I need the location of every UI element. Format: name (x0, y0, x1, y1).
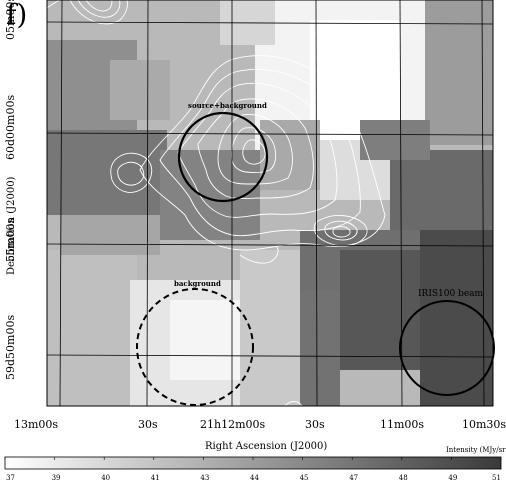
x-tick-label: 30s (138, 418, 158, 431)
panel-label: f) (6, 0, 28, 31)
colorbar-title: Intensity (MJy/sr) (446, 446, 506, 454)
colorbar-tick-label: 44 (250, 474, 259, 482)
colorbar-tick-label: 47 (349, 474, 358, 482)
y-tick-label: 60d00m00s (4, 95, 17, 160)
x-tick-label: 13m00s (14, 418, 58, 431)
y-tick-label: 55m00s (4, 218, 17, 262)
source-aperture-label: source+background (188, 101, 267, 110)
colorbar-tick-label: 40 (101, 474, 110, 482)
y-tick-label: 59d50m00s (4, 315, 17, 380)
background-aperture-circle (136, 288, 254, 406)
colorbar-tick-label: 49 (448, 474, 457, 482)
intensity-map (47, 0, 493, 406)
colorbar-tick-label: 37 (6, 474, 15, 482)
colorbar-tick-label: 48 (399, 474, 408, 482)
source-aperture-circle (177, 111, 269, 203)
beam-circle (399, 300, 495, 396)
y-tick-label: 05m00s (4, 0, 17, 40)
map-frame (46, 0, 494, 407)
colorbar-tick-label: 41 (151, 474, 160, 482)
y-axis-title: Declination (J2000) (6, 176, 17, 275)
x-tick-label: 21h12m00s (200, 418, 266, 431)
colorbar-tick-label: 45 (300, 474, 309, 482)
colorbar-tick-label: 39 (52, 474, 61, 482)
x-tick-label: 11m00s (380, 418, 424, 431)
x-tick-label: 10m30s (462, 418, 506, 431)
colorbar-tick-label: 51 (492, 474, 501, 482)
colorbar-tick-label: 43 (200, 474, 209, 482)
colorbar-ticks: 37 39 40 41 43 44 45 47 48 49 51 (4, 457, 502, 482)
background-aperture-label: background (174, 279, 221, 288)
coordinate-grid (46, 0, 494, 407)
emission-contours (47, 0, 386, 406)
x-tick-label: 30s (305, 418, 325, 431)
x-axis-title: Right Ascension (J2000) (205, 441, 327, 452)
beam-label: IRIS100 beam (418, 289, 484, 299)
